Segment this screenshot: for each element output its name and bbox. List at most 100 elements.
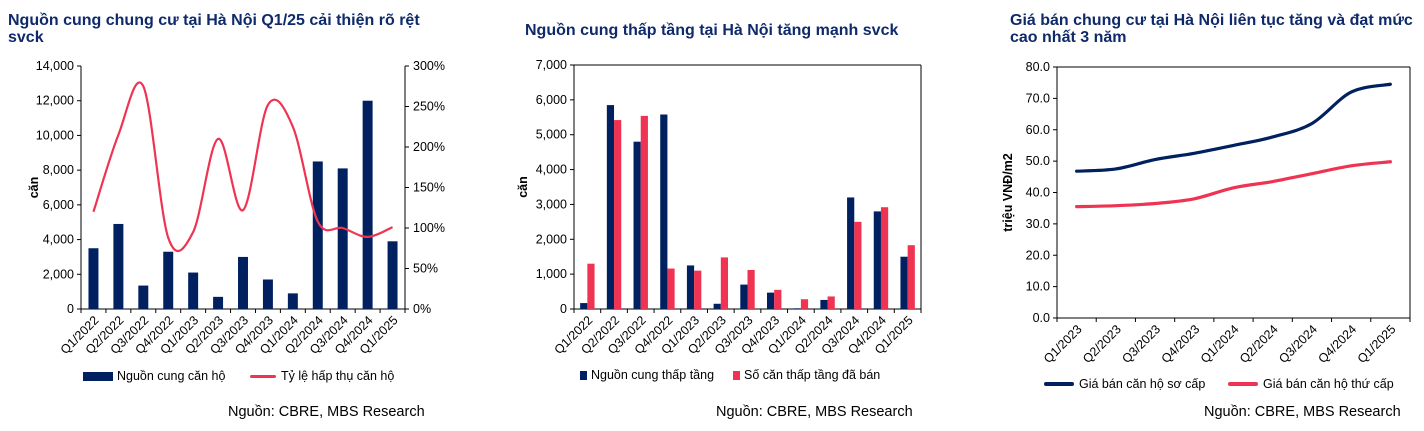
bar xyxy=(873,211,881,309)
y-tick-label: 3,000 xyxy=(536,197,567,211)
legend-swatch-red xyxy=(250,374,276,378)
legend-label: Nguồn cung căn hộ xyxy=(117,369,226,383)
y-tick-label: 0.0 xyxy=(1033,311,1050,325)
x-tick-label: Q4/2023 xyxy=(1159,322,1203,366)
chart3-legend-red: Giá bán căn hộ thứ cấp xyxy=(1228,377,1394,391)
y2-tick-label: 50% xyxy=(413,262,438,276)
y-tick-label: 4,000 xyxy=(536,163,567,177)
y2-tick-label: 250% xyxy=(413,100,445,114)
y-tick-label: 4,000 xyxy=(43,233,74,247)
bar xyxy=(793,308,801,309)
chart2-title: Nguồn cung thấp tầng tại Hà Nội tăng mạn… xyxy=(525,22,899,39)
line-series xyxy=(92,81,393,253)
x-tick-label: Q3/2023 xyxy=(1119,322,1163,366)
y-tick-label: 30.0 xyxy=(1026,217,1050,231)
bar xyxy=(800,299,809,309)
y-axis-label: triệu VNĐ/m2 xyxy=(1001,153,1015,232)
chart2: 01,0002,0003,0004,0005,0006,0007,000cănQ… xyxy=(516,58,922,357)
bar xyxy=(900,256,908,309)
y-tick-label: 12,000 xyxy=(36,94,74,108)
chart3-source: Nguồn: CBRE, MBS Research xyxy=(1204,404,1401,420)
bar xyxy=(847,197,855,309)
bar xyxy=(667,268,675,309)
y-tick-label: 2,000 xyxy=(536,232,567,246)
y-tick-label: 50.0 xyxy=(1026,154,1050,168)
y-tick-label: 80.0 xyxy=(1026,60,1050,74)
bar xyxy=(337,168,348,309)
y-tick-label: 1,000 xyxy=(536,267,567,281)
bar xyxy=(713,303,721,309)
chart3-legend-navy: Giá bán căn hộ sơ cấp xyxy=(1044,377,1205,391)
bar xyxy=(238,256,248,309)
y-tick-label: 8,000 xyxy=(43,163,74,177)
y-tick-label: 5,000 xyxy=(536,128,567,142)
chart2-source: Nguồn: CBRE, MBS Research xyxy=(716,404,913,420)
legend-label: Giá bán căn hộ thứ cấp xyxy=(1263,377,1394,391)
line-series xyxy=(1075,160,1392,209)
bar xyxy=(694,270,702,309)
bar xyxy=(312,161,323,309)
y-tick-label: 2,000 xyxy=(43,267,74,281)
y-tick-label: 14,000 xyxy=(36,59,74,73)
bar xyxy=(640,115,648,310)
legend-swatch-navy xyxy=(580,370,587,380)
bar xyxy=(854,221,862,309)
bar xyxy=(614,120,622,310)
bar xyxy=(587,263,595,309)
bar xyxy=(686,265,695,309)
bar xyxy=(188,272,199,309)
y-axis-label: căn xyxy=(27,177,41,199)
x-tick-label: Q1/2025 xyxy=(1355,322,1399,366)
chart3-title: Giá bán chung cư tại Hà Nội liên tục tăn… xyxy=(1010,12,1413,46)
legend-label: Tỷ lệ hấp thụ căn hộ xyxy=(281,369,395,383)
legend-label: Nguồn cung thấp tầng xyxy=(591,368,715,382)
y-tick-label: 0 xyxy=(67,302,74,316)
chart2-legend-red: Số căn thấp tầng đã bán xyxy=(733,368,880,382)
bar xyxy=(660,114,668,309)
bar xyxy=(907,245,915,309)
y-tick-label: 10.0 xyxy=(1026,280,1050,294)
bar xyxy=(387,241,398,309)
chart2-legend-navy: Nguồn cung thấp tầng xyxy=(580,368,714,382)
bar xyxy=(747,269,755,309)
chart1-legend-bar: Nguồn cung căn hộ xyxy=(83,369,225,383)
y-tick-label: 6,000 xyxy=(43,198,74,212)
x-tick-label: Q2/2024 xyxy=(1237,322,1281,366)
x-tick-label: Q4/2024 xyxy=(1315,322,1359,366)
bar xyxy=(606,105,615,309)
bar xyxy=(213,296,224,309)
bar xyxy=(820,299,828,309)
bar xyxy=(633,141,641,309)
bar xyxy=(138,285,149,309)
bar xyxy=(88,248,99,309)
legend-swatch-red xyxy=(733,370,740,380)
legend-label: Số căn thấp tầng đã bán xyxy=(744,368,881,382)
bar xyxy=(287,293,298,309)
y2-tick-label: 300% xyxy=(413,59,445,73)
x-tick-label: Q1/2024 xyxy=(1198,322,1242,366)
y2-tick-label: 0% xyxy=(413,302,431,316)
y2-tick-label: 200% xyxy=(413,140,445,154)
y2-tick-label: 150% xyxy=(413,181,445,195)
y-tick-label: 0 xyxy=(560,302,567,316)
y-tick-label: 10,000 xyxy=(36,128,74,142)
bar xyxy=(720,257,729,309)
bar xyxy=(880,207,889,309)
y-tick-label: 7,000 xyxy=(536,58,567,72)
bar xyxy=(362,100,373,309)
y-tick-label: 70.0 xyxy=(1026,91,1050,105)
y-tick-label: 60.0 xyxy=(1026,123,1050,137)
bar xyxy=(163,251,174,309)
bar xyxy=(113,223,124,309)
x-tick-label: Q2/2023 xyxy=(1080,322,1124,366)
y2-tick-label: 100% xyxy=(413,221,445,235)
legend-swatch-navy xyxy=(83,371,113,381)
bar xyxy=(827,296,835,309)
chart1: 0 2,000 4,000 6,000 8,000 10,000 12,000 14,000 0… xyxy=(27,59,445,357)
chart3: 0.0 10.0 20.0 30.0 40.0 50.0 60.0 70.0 80.0 triệu… xyxy=(1001,60,1411,366)
chart1-source: Nguồn: CBRE, MBS Research xyxy=(228,404,425,420)
bar xyxy=(740,284,748,309)
legend-swatch-red xyxy=(1228,382,1258,386)
legend-swatch-navy xyxy=(1044,382,1074,386)
